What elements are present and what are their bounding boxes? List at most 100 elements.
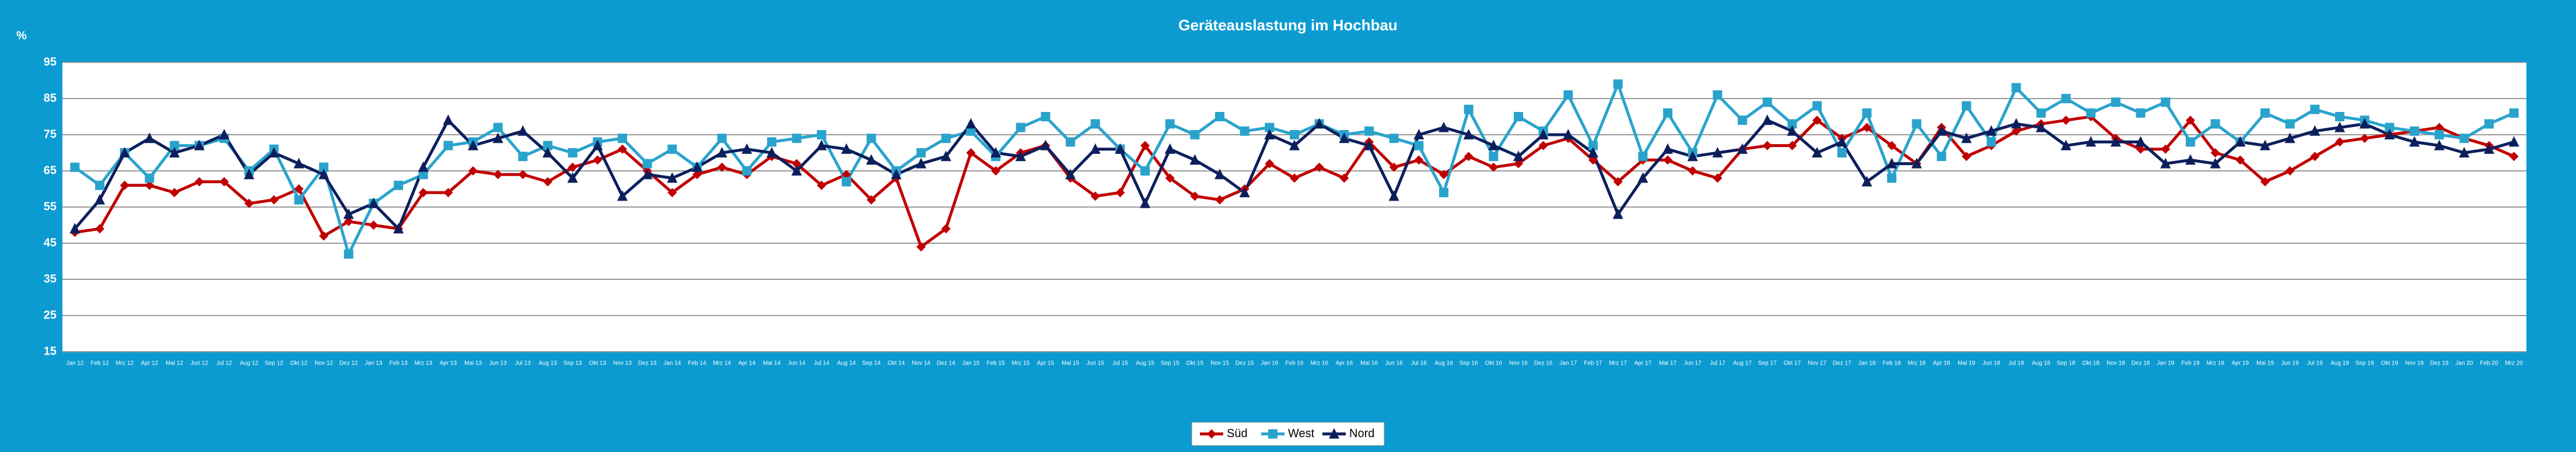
- marker: [318, 169, 329, 180]
- marker: [543, 141, 552, 150]
- marker: [1464, 152, 1474, 162]
- marker: [1489, 152, 1499, 162]
- marker: [891, 169, 902, 180]
- x-tick-label: Sep 18: [2057, 360, 2076, 367]
- marker: [1339, 173, 1349, 183]
- marker: [1488, 139, 1499, 150]
- marker: [1289, 139, 1300, 150]
- marker: [1837, 148, 1847, 157]
- marker: [1240, 126, 1250, 136]
- marker: [244, 198, 254, 208]
- marker: [2484, 119, 2494, 129]
- y-tick-label: 45: [44, 236, 57, 249]
- marker: [716, 147, 727, 157]
- marker: [667, 172, 678, 183]
- marker: [293, 157, 304, 169]
- x-tick-label: Dez 16: [1534, 360, 1553, 367]
- marker: [145, 173, 155, 183]
- marker: [1862, 122, 1872, 132]
- marker: [618, 134, 627, 143]
- marker: [1713, 90, 1723, 100]
- marker: [965, 118, 977, 129]
- marker: [1962, 152, 1971, 162]
- marker: [393, 223, 404, 234]
- marker: [991, 166, 1000, 176]
- x-tick-label: Jul 16: [1411, 360, 1427, 367]
- marker: [966, 126, 976, 136]
- marker: [1065, 169, 1076, 180]
- marker: [343, 208, 354, 219]
- x-tick-label: Mai 13: [464, 360, 482, 367]
- marker: [916, 157, 926, 169]
- marker: [841, 143, 852, 154]
- x-tick-label: Apr 19: [2232, 360, 2249, 367]
- marker: [1663, 155, 1672, 165]
- marker: [418, 161, 429, 172]
- marker: [816, 139, 827, 150]
- marker: [1489, 162, 1499, 172]
- x-tick-label: Mai 12: [166, 360, 183, 367]
- marker: [791, 165, 802, 176]
- marker: [2334, 121, 2345, 132]
- marker: [1612, 208, 1623, 219]
- marker: [1414, 141, 1424, 150]
- x-tick-label: Feb 13: [389, 360, 408, 367]
- marker: [2210, 148, 2220, 157]
- x-tick-label: Aug 18: [2032, 360, 2050, 367]
- marker: [95, 224, 104, 234]
- marker: [717, 134, 727, 143]
- marker: [1115, 143, 1126, 154]
- y-tick-label: 15: [44, 345, 57, 358]
- marker: [1688, 166, 1698, 176]
- marker: [269, 195, 279, 205]
- marker: [1265, 122, 1275, 132]
- marker: [766, 147, 777, 157]
- marker: [1414, 155, 1424, 165]
- marker: [1164, 143, 1175, 154]
- marker: [1339, 132, 1350, 143]
- x-tick-label: Okt 18: [2082, 360, 2100, 367]
- x-tick-label: Feb 20: [2480, 360, 2498, 367]
- marker: [1862, 108, 1872, 118]
- marker: [568, 162, 578, 172]
- marker: [941, 224, 951, 234]
- marker: [1264, 129, 1275, 139]
- marker: [493, 170, 503, 180]
- x-tick-label: Nov 13: [613, 360, 632, 367]
- x-tick-label: Dez 14: [937, 360, 956, 367]
- legend-label: West: [1288, 427, 1315, 440]
- marker: [2061, 94, 2071, 103]
- x-tick-label: Aug 19: [2330, 360, 2349, 367]
- x-tick-label: Jun 19: [2281, 360, 2299, 367]
- marker: [294, 195, 304, 205]
- x-tick-label: Okt 14: [888, 360, 905, 367]
- x-tick-label: Jun 13: [489, 360, 507, 367]
- marker: [2235, 155, 2245, 165]
- marker: [1787, 119, 1797, 129]
- marker: [1016, 122, 1026, 132]
- marker: [1588, 141, 1598, 150]
- marker: [2160, 157, 2171, 169]
- x-tick-label: Mai 14: [763, 360, 780, 367]
- y-tick-label: 95: [44, 55, 57, 68]
- x-tick-label: Jun 15: [1087, 360, 1104, 367]
- marker: [1290, 130, 1299, 139]
- marker: [1514, 112, 1523, 121]
- marker: [1812, 115, 1822, 125]
- x-tick-label: Apr 15: [1037, 360, 1055, 367]
- x-tick-label: Mrz 16: [1310, 360, 1328, 367]
- marker: [916, 242, 926, 252]
- marker: [1762, 97, 1772, 107]
- x-tick-label: Mrz 15: [1012, 360, 1030, 367]
- x-tick-label: Jul 14: [814, 360, 830, 367]
- marker: [866, 134, 876, 143]
- marker: [2110, 136, 2121, 147]
- marker: [95, 180, 104, 190]
- x-tick-label: Jun 17: [1684, 360, 1702, 367]
- chart-title: Geräteauslastung im Hochbau: [1178, 16, 1398, 34]
- x-tick-label: Apr 14: [738, 360, 756, 367]
- marker: [1812, 101, 1822, 111]
- marker: [1190, 130, 1200, 139]
- legend-label: Süd: [1227, 427, 1248, 440]
- marker: [344, 249, 354, 259]
